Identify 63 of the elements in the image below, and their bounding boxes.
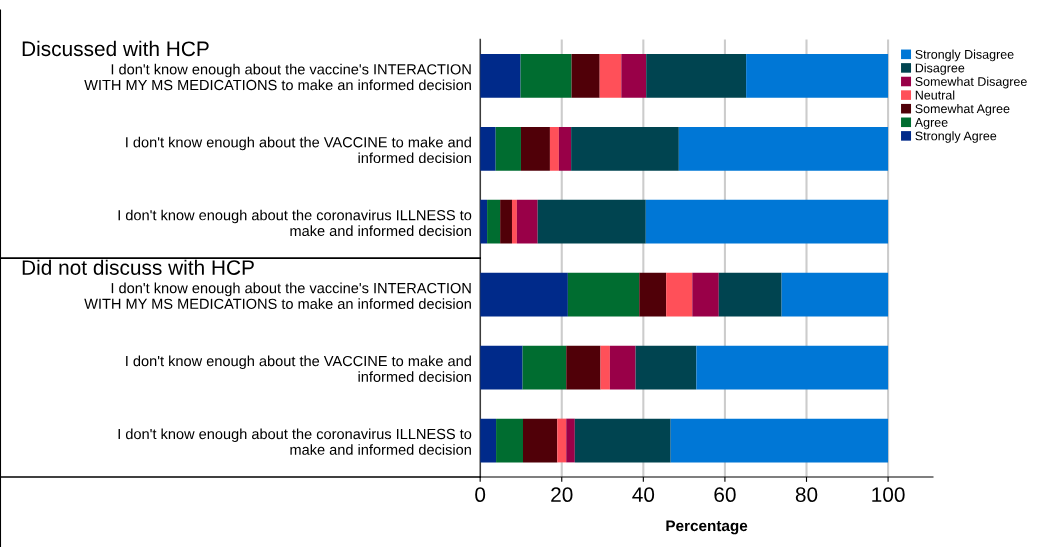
x-tick-label: 0 xyxy=(475,487,486,503)
bar xyxy=(746,53,889,98)
legend-label: Agree xyxy=(914,118,948,130)
bar xyxy=(566,418,575,463)
bar xyxy=(571,53,600,98)
bar xyxy=(487,199,501,244)
bar xyxy=(558,126,572,171)
y-tick-label: I don't know enough about the coronavirus ILLNESS to make and informed decision xyxy=(118,428,472,455)
bar xyxy=(621,53,647,98)
bar xyxy=(480,272,568,317)
x-tick-label: 40 xyxy=(632,487,655,503)
bar xyxy=(480,345,523,390)
legend-label: Strongly Disagree xyxy=(915,49,1014,62)
bar xyxy=(696,345,889,390)
y-tick-label: I don't know enough about the vaccine's INTERACTION WITH MY MS MEDICATIONS to make an informed decision xyxy=(84,282,471,309)
legend-label: Disagree xyxy=(915,63,965,75)
bar xyxy=(511,199,517,244)
x-tick-label: 100 xyxy=(872,487,905,503)
bar xyxy=(523,418,558,463)
x-tick-label: 60 xyxy=(714,487,736,503)
text: Discussed with HCP xyxy=(22,40,209,57)
bar xyxy=(718,272,782,317)
bar xyxy=(645,199,889,244)
bar xyxy=(646,53,747,98)
legend-label: Somewhat Disagree xyxy=(915,76,1027,89)
bar xyxy=(600,345,610,390)
x-tick-label: 20 xyxy=(551,487,573,503)
bar xyxy=(520,126,550,171)
y-tick-label: I don't know enough about the vaccine's INTERACTION WITH MY MS MEDICATIONS to make an informed decision xyxy=(84,63,471,91)
bar xyxy=(549,126,559,171)
bar xyxy=(635,345,697,390)
bar xyxy=(495,126,521,171)
bar xyxy=(516,199,538,244)
bar xyxy=(480,126,496,171)
bar xyxy=(557,418,567,463)
bar xyxy=(670,418,889,463)
legend-label: Neutral xyxy=(915,90,955,100)
bar xyxy=(639,272,667,317)
bar xyxy=(678,126,889,171)
bar xyxy=(567,272,640,317)
legend-label: Somewhat Agree xyxy=(915,103,1010,116)
bar xyxy=(571,126,679,171)
bar xyxy=(599,53,622,98)
bar xyxy=(574,418,671,463)
bar xyxy=(692,272,719,317)
bar xyxy=(566,345,601,390)
bar xyxy=(609,345,636,390)
legend-label: Strongly Agree xyxy=(915,131,997,143)
y-tick-label: I don't know enough about the VACCINE to make and informed decision xyxy=(126,355,471,382)
text: Did not discuss with HCP xyxy=(22,259,254,275)
bar xyxy=(522,345,567,390)
bar xyxy=(520,53,572,98)
x-axis-title: Percentage xyxy=(666,520,748,535)
x-tick-label: 80 xyxy=(795,487,818,503)
bar xyxy=(781,272,889,317)
bar xyxy=(480,53,521,98)
bar xyxy=(500,199,512,244)
bar xyxy=(537,199,646,244)
bar xyxy=(480,418,497,463)
y-tick-label: I don't know enough about the coronavirus ILLNESS to make and informed decision xyxy=(118,209,472,237)
bar xyxy=(666,272,693,317)
bar xyxy=(496,418,523,463)
y-tick-label: I don't know enough about the VACCINE to make and informed decision xyxy=(126,136,471,164)
